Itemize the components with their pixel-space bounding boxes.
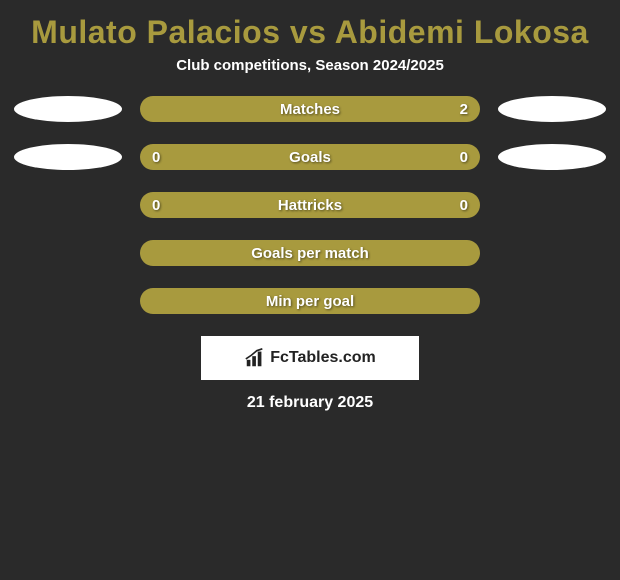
right-oval bbox=[498, 144, 606, 170]
date-text: 21 february 2025 bbox=[0, 394, 620, 412]
stat-bar: Goals per match bbox=[140, 240, 480, 266]
stat-row-matches: Matches 2 bbox=[0, 96, 620, 122]
right-value: 2 bbox=[460, 101, 468, 118]
left-value: 0 bbox=[152, 149, 160, 166]
left-oval bbox=[14, 144, 122, 170]
left-value: 0 bbox=[152, 197, 160, 214]
stat-bar: 0 Hattricks 0 bbox=[140, 192, 480, 218]
page-title: Mulato Palacios vs Abidemi Lokosa bbox=[0, 0, 620, 57]
stat-bar: Matches 2 bbox=[140, 96, 480, 122]
stat-row-hattricks: 0 Hattricks 0 bbox=[0, 192, 620, 218]
stat-row-gpm: Goals per match bbox=[0, 240, 620, 266]
stat-bar: 0 Goals 0 bbox=[140, 144, 480, 170]
stat-label: Hattricks bbox=[278, 197, 342, 214]
right-oval bbox=[498, 96, 606, 122]
chart-icon bbox=[244, 347, 266, 369]
left-oval bbox=[14, 96, 122, 122]
stat-label: Goals bbox=[289, 149, 331, 166]
logo-text: FcTables.com bbox=[270, 349, 376, 367]
right-value: 0 bbox=[460, 197, 468, 214]
stat-row-goals: 0 Goals 0 bbox=[0, 144, 620, 170]
stat-row-mpg: Min per goal bbox=[0, 288, 620, 314]
stat-label: Goals per match bbox=[251, 245, 369, 262]
subtitle: Club competitions, Season 2024/2025 bbox=[0, 57, 620, 96]
stat-label: Matches bbox=[280, 101, 340, 118]
right-value: 0 bbox=[460, 149, 468, 166]
stats-container: Mulato Palacios vs Abidemi Lokosa Club c… bbox=[0, 0, 620, 412]
stat-bar: Min per goal bbox=[140, 288, 480, 314]
stat-label: Min per goal bbox=[266, 293, 354, 310]
logo-box: FcTables.com bbox=[201, 336, 419, 380]
